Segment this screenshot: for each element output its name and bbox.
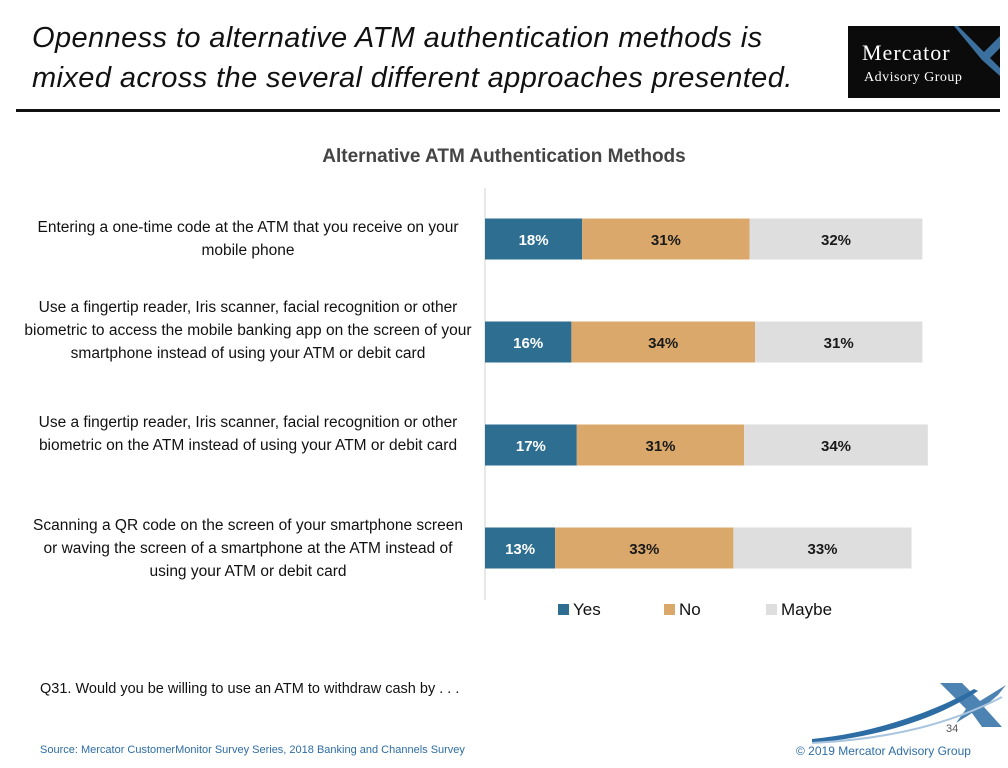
mercator-logo: Mercator Advisory Group xyxy=(848,26,1000,98)
legend-swatch-yes xyxy=(558,604,569,615)
logo-swoosh-icon xyxy=(954,26,1000,76)
legend-swatch-maybe xyxy=(766,604,777,615)
data-label-no-3: 31% xyxy=(645,438,675,455)
footer-swoosh-icon xyxy=(812,683,1006,744)
copyright-note: © 2019 Mercator Advisory Group xyxy=(796,744,971,758)
data-label-yes-3: 17% xyxy=(516,438,546,455)
data-label-maybe-2: 31% xyxy=(824,335,854,352)
data-label-yes-4: 13% xyxy=(505,541,535,558)
survey-question: Q31. Would you be willing to use an ATM … xyxy=(40,681,460,697)
bar-maybe-4 xyxy=(733,527,912,569)
legend-label-no: No xyxy=(679,600,701,619)
data-label-maybe-3: 34% xyxy=(821,438,851,455)
data-label-maybe-4: 33% xyxy=(807,541,837,558)
bar-no-1 xyxy=(582,218,750,260)
legend-swatch-no xyxy=(664,604,675,615)
source-note: Source: Mercator CustomerMonitor Survey … xyxy=(40,744,465,756)
bar-maybe-2 xyxy=(755,321,923,363)
bar-no-3 xyxy=(576,424,745,466)
bar-maybe-1 xyxy=(749,218,923,260)
category-label-1: Entering a one-time code at the ATM that… xyxy=(37,219,459,259)
data-label-no-4: 33% xyxy=(629,541,659,558)
stacked-bar-chart: 18% 31% 32% 16% 34% 31% 17% 31% 34% 13% 33% 33% xyxy=(484,188,928,600)
slide-title: Openness to alternative ATM authenticati… xyxy=(32,22,793,94)
data-label-yes-2: 16% xyxy=(513,335,543,352)
legend-item-yes: Yes xyxy=(558,600,601,620)
bar-yes-1 xyxy=(485,218,583,260)
logo-text-advisory-group: Advisory Group xyxy=(864,70,963,85)
logo-text-mercator: Mercator xyxy=(862,40,951,65)
legend-item-no: No xyxy=(664,600,701,620)
title-divider xyxy=(16,109,1000,112)
bar-no-4 xyxy=(555,527,734,569)
legend-item-maybe: Maybe xyxy=(766,600,832,620)
data-label-maybe-1: 32% xyxy=(821,232,851,249)
bar-yes-2 xyxy=(485,321,572,363)
category-label-3: Use a fingertip reader, Iris scanner, fa… xyxy=(38,413,458,454)
chart-title: Alternative ATM Authentication Methods xyxy=(322,146,686,167)
category-label-4: Scanning a QR code on the screen of your… xyxy=(33,516,463,580)
category-label-2: Use a fingertip reader, Iris scanner, fa… xyxy=(24,299,472,362)
bar-yes-3 xyxy=(485,424,577,466)
data-label-no-1: 31% xyxy=(651,232,681,249)
bar-maybe-3 xyxy=(744,424,928,466)
page-number: 34 xyxy=(946,723,959,735)
legend-label-maybe: Maybe xyxy=(781,600,833,619)
data-label-yes-1: 18% xyxy=(519,232,549,249)
bar-no-2 xyxy=(571,321,755,363)
legend-label-yes: Yes xyxy=(573,600,601,619)
bar-yes-4 xyxy=(485,527,556,569)
data-label-no-2: 34% xyxy=(648,335,678,352)
